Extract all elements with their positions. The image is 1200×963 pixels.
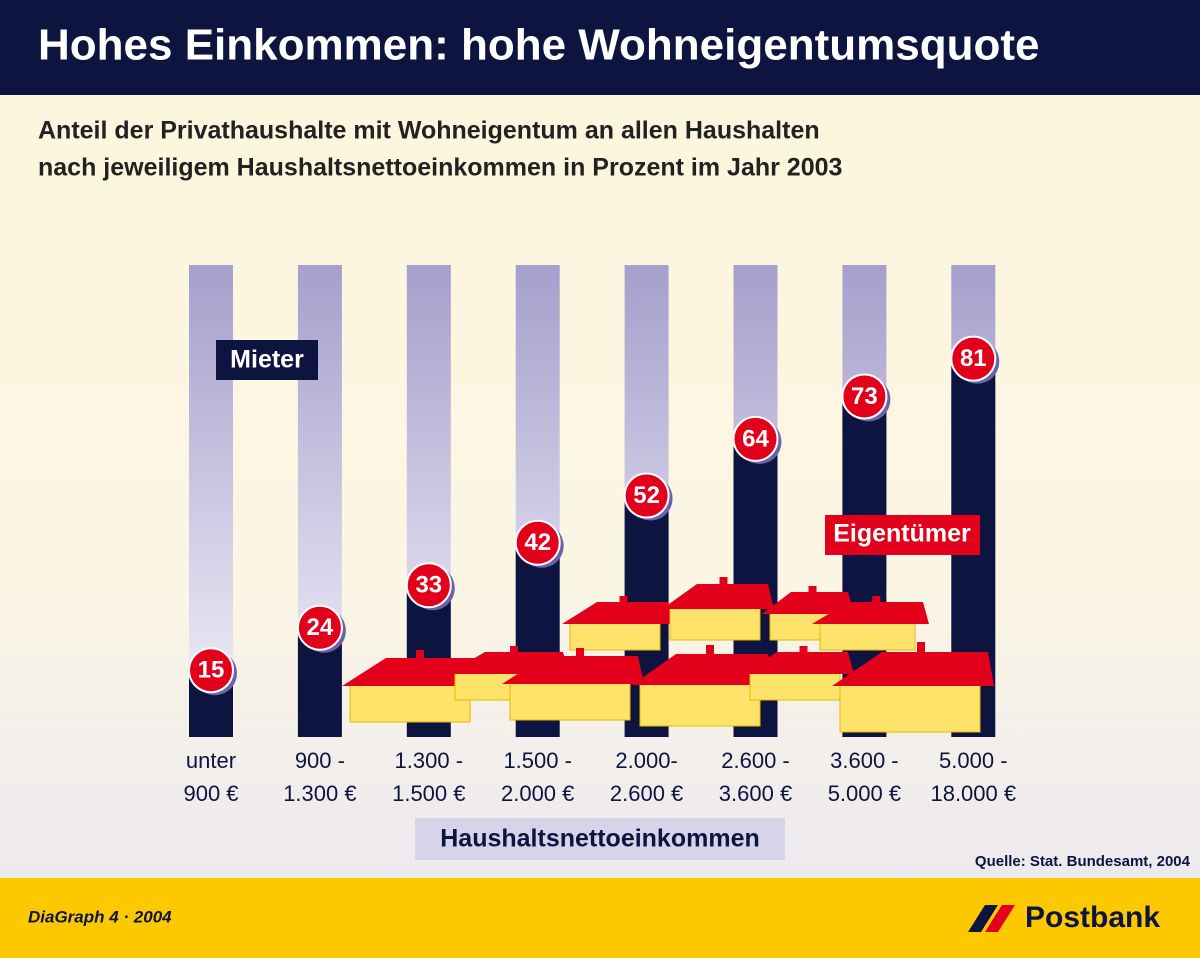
house-wall — [569, 619, 661, 651]
data-label: 81 — [960, 345, 987, 372]
chart-title: Hohes Einkommen: hohe Wohneigentumsquote — [38, 21, 1039, 70]
source: Quelle: Stat. Bundesamt, 2004 — [975, 853, 1191, 870]
brand-name: Postbank — [1025, 901, 1160, 934]
badge — [950, 335, 997, 382]
footer-text: DiaGraph 4 · 2004 — [28, 907, 172, 926]
x-tick-label: 3.600 € — [719, 781, 792, 806]
house-roof — [632, 654, 774, 685]
house-chimney — [872, 596, 881, 605]
house — [662, 577, 774, 641]
house-wall — [749, 669, 841, 701]
house-roof — [342, 658, 484, 686]
house-wall — [839, 681, 981, 733]
house — [562, 596, 674, 651]
badge — [732, 415, 779, 462]
x-tick-label: 1.300 € — [283, 781, 356, 806]
x-tick-label: 5.000 € — [828, 781, 901, 806]
house-chimney — [799, 646, 808, 655]
house — [812, 596, 929, 651]
data-label: 15 — [198, 657, 225, 684]
house-roof — [502, 656, 644, 684]
brand-logo — [968, 905, 1015, 932]
x-tick-label: 1.500 € — [392, 781, 465, 806]
badge — [514, 519, 561, 566]
x-tick-label: 1.500 - — [503, 748, 572, 773]
data-label: 52 — [633, 482, 660, 509]
x-tick-label: 2.600 - — [721, 748, 790, 773]
legend-label: Eigentümer — [833, 520, 971, 548]
house-chimney — [619, 596, 628, 605]
badge — [405, 562, 452, 609]
data-label: 64 — [742, 425, 769, 452]
subtitle: Anteil der Privathaushalte mit Wohneigen… — [38, 117, 820, 145]
x-tick-label: 900 - — [295, 748, 345, 773]
x-tick-label: 2.000- — [615, 748, 677, 773]
subtitle: nach jeweiligem Haushaltsnettoeinkommen … — [38, 154, 842, 182]
house-wall — [639, 680, 761, 727]
x-tick-label: 3.600 - — [830, 748, 899, 773]
header-bar — [0, 0, 1200, 95]
x-tick-label: 5.000 - — [939, 748, 1008, 773]
house — [632, 645, 774, 727]
house-roof — [812, 602, 929, 624]
data-label: 42 — [524, 529, 551, 556]
data-label: 24 — [307, 614, 334, 641]
data-label: 73 — [851, 383, 878, 410]
house-roof — [742, 652, 854, 674]
label-box — [216, 340, 318, 380]
house-wall — [349, 681, 471, 723]
badge — [296, 604, 343, 651]
footer-bar — [0, 878, 1200, 958]
badge — [841, 373, 888, 420]
x-tick-label: unter — [186, 748, 236, 773]
house-chimney — [808, 586, 817, 595]
house — [742, 646, 854, 701]
house-wall — [819, 619, 916, 651]
house-chimney — [917, 642, 925, 657]
house-chimney — [416, 650, 424, 662]
house — [502, 648, 644, 721]
legend-box — [825, 515, 980, 555]
badge — [188, 647, 234, 694]
x-tick-label: 2.600 € — [610, 781, 683, 806]
house — [342, 650, 484, 723]
house-chimney — [719, 577, 728, 588]
house-chimney — [706, 645, 714, 659]
x-label-box — [415, 818, 785, 860]
background-label: Mieter — [230, 346, 304, 374]
x-axis-label: Haushaltsnettoeinkommen — [440, 825, 760, 853]
house-roof — [662, 584, 774, 609]
house-roof — [562, 602, 674, 624]
data-label: 33 — [415, 572, 442, 599]
house-roof — [832, 652, 994, 686]
x-tick-label: 2.000 € — [501, 781, 574, 806]
house-chimney — [510, 646, 518, 655]
house-wall — [669, 604, 761, 641]
house — [832, 642, 994, 733]
house-wall — [509, 679, 631, 721]
house-chimney — [576, 648, 584, 660]
x-tick-label: 900 € — [183, 781, 238, 806]
plot: 15 24 33 42 52 64 73 81 unter 900 € 900 - 1.300 € 1.… — [183, 265, 1016, 806]
x-tick-label: 1.300 - — [395, 748, 464, 773]
x-tick-label: 18.000 € — [930, 781, 1016, 806]
house-roof — [762, 592, 854, 614]
badge — [623, 472, 670, 519]
